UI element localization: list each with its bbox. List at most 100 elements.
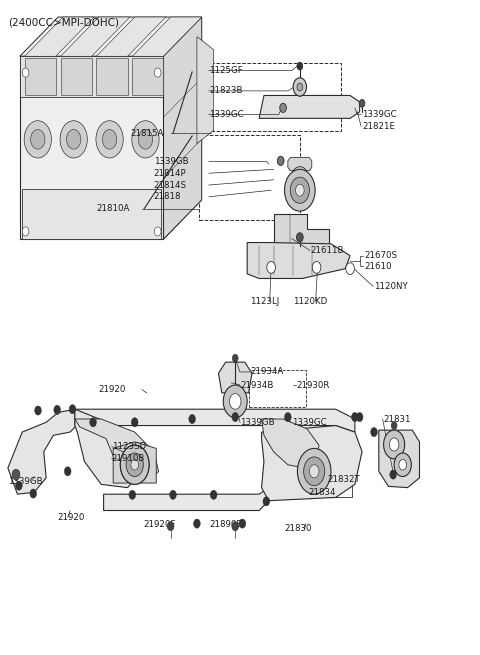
Polygon shape	[262, 419, 319, 468]
Circle shape	[312, 261, 321, 273]
Circle shape	[389, 438, 399, 451]
Circle shape	[371, 428, 377, 437]
Text: 21814S: 21814S	[154, 181, 187, 189]
Polygon shape	[274, 214, 328, 246]
Text: 1339GC: 1339GC	[292, 418, 326, 427]
Text: 1123SD: 1123SD	[112, 442, 146, 451]
Text: 1339GC: 1339GC	[362, 110, 396, 119]
Polygon shape	[24, 17, 94, 56]
Circle shape	[12, 470, 20, 480]
Circle shape	[30, 489, 36, 498]
Circle shape	[126, 453, 144, 477]
Text: 21670S: 21670S	[364, 251, 397, 260]
Circle shape	[285, 413, 291, 422]
Circle shape	[296, 174, 304, 183]
Circle shape	[129, 490, 136, 499]
Circle shape	[35, 406, 41, 415]
Circle shape	[356, 413, 363, 422]
Circle shape	[155, 68, 161, 77]
Text: (2400CC>MPI-DOHC): (2400CC>MPI-DOHC)	[8, 17, 119, 27]
Circle shape	[277, 157, 284, 166]
Polygon shape	[20, 56, 163, 239]
Polygon shape	[20, 56, 163, 96]
Polygon shape	[163, 17, 202, 239]
Circle shape	[359, 100, 365, 107]
Circle shape	[297, 233, 303, 242]
Circle shape	[193, 519, 200, 528]
Text: 1123LJ: 1123LJ	[250, 297, 279, 306]
Text: 21611B: 21611B	[311, 246, 344, 255]
Text: 21610: 21610	[364, 261, 392, 271]
Circle shape	[351, 413, 358, 422]
Circle shape	[229, 394, 241, 409]
Text: 21831: 21831	[384, 415, 411, 424]
Circle shape	[297, 62, 303, 70]
Circle shape	[391, 422, 397, 430]
Polygon shape	[288, 158, 312, 171]
Circle shape	[304, 457, 324, 485]
Circle shape	[291, 167, 309, 190]
Polygon shape	[24, 58, 56, 94]
Circle shape	[64, 467, 71, 476]
Text: 21910B: 21910B	[112, 454, 145, 462]
Polygon shape	[20, 17, 202, 56]
Circle shape	[54, 405, 60, 415]
Circle shape	[22, 68, 29, 77]
Circle shape	[280, 103, 287, 113]
Text: 21834: 21834	[308, 488, 336, 496]
Circle shape	[290, 177, 310, 203]
Text: 21920: 21920	[57, 513, 84, 521]
Text: 1125GF: 1125GF	[209, 66, 243, 75]
Text: 21920: 21920	[99, 385, 126, 394]
Circle shape	[310, 465, 319, 478]
Text: 21818: 21818	[154, 193, 181, 201]
Circle shape	[69, 405, 76, 414]
Circle shape	[285, 170, 315, 211]
Text: 21823B: 21823B	[209, 86, 242, 96]
Circle shape	[297, 83, 303, 91]
Circle shape	[167, 521, 174, 531]
Circle shape	[15, 481, 22, 490]
Circle shape	[67, 130, 81, 149]
Polygon shape	[60, 17, 130, 56]
Circle shape	[155, 227, 161, 236]
Polygon shape	[113, 442, 156, 483]
Circle shape	[131, 460, 139, 470]
Text: 21821E: 21821E	[362, 122, 395, 131]
Polygon shape	[75, 409, 140, 487]
Text: 21810A: 21810A	[96, 204, 130, 213]
Polygon shape	[247, 242, 350, 278]
Circle shape	[126, 453, 144, 477]
Circle shape	[263, 496, 270, 506]
Text: 21815A: 21815A	[130, 129, 163, 138]
Text: 1339GB: 1339GB	[8, 477, 43, 485]
Text: 21830: 21830	[284, 524, 312, 533]
Polygon shape	[259, 96, 360, 119]
Text: 21814P: 21814P	[154, 169, 186, 178]
Circle shape	[223, 385, 247, 418]
Polygon shape	[96, 17, 166, 56]
Text: 21934B: 21934B	[240, 381, 274, 390]
Polygon shape	[75, 409, 355, 432]
Circle shape	[232, 521, 239, 531]
Circle shape	[239, 519, 246, 528]
Circle shape	[22, 227, 29, 236]
Circle shape	[394, 453, 411, 477]
Text: 21890B: 21890B	[209, 520, 242, 529]
Circle shape	[138, 130, 153, 149]
Text: 1120NY: 1120NY	[374, 282, 408, 291]
Circle shape	[120, 445, 149, 484]
Circle shape	[298, 449, 331, 494]
Polygon shape	[22, 189, 161, 239]
Circle shape	[96, 121, 123, 158]
Circle shape	[189, 415, 195, 424]
Text: 1339GB: 1339GB	[154, 157, 189, 166]
Circle shape	[102, 130, 117, 149]
Text: 1339GB: 1339GB	[240, 418, 275, 427]
Polygon shape	[75, 419, 158, 481]
Circle shape	[60, 121, 87, 158]
Polygon shape	[60, 58, 92, 94]
Circle shape	[384, 430, 405, 459]
Text: 21934A: 21934A	[251, 367, 284, 377]
Circle shape	[296, 184, 304, 196]
